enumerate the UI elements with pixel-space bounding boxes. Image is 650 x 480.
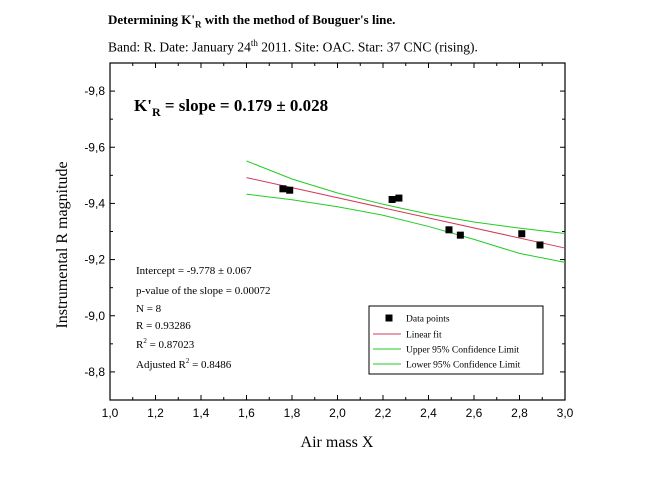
x-tick-label: 2,6	[466, 406, 483, 420]
legend-marker	[385, 314, 393, 322]
y-tick-label: -9,6	[84, 140, 105, 154]
x-tick-label: 1,2	[147, 406, 164, 420]
x-tick-label: 2,2	[375, 406, 392, 420]
data-point	[445, 226, 453, 234]
stat-line: R = 0.93286	[136, 320, 191, 332]
stat-line: Intercept = -9.778 ± 0.067	[136, 265, 252, 277]
lower-95-confidence-limit-line	[246, 193, 566, 263]
x-tick-label: 1,4	[193, 406, 210, 420]
y-tick-label: -9,0	[84, 309, 105, 323]
x-tick-label: 1,8	[284, 406, 301, 420]
x-tick-label: 3,0	[557, 406, 574, 420]
linear-fit-line	[246, 177, 566, 249]
stat-line: R2 = 0.87023	[136, 337, 195, 351]
data-point	[279, 185, 287, 193]
data-point	[286, 186, 294, 194]
legend-label: Upper 95% Confidence Limit	[406, 345, 520, 356]
x-axis-title: Air mass X	[301, 434, 374, 451]
legend: Data points Linear fit Upper 95% Confidenc…	[368, 305, 544, 375]
stat-line: Adjusted R2 = 0.8486	[136, 357, 232, 371]
data-point	[388, 195, 396, 203]
chart-subtitle: Band: R. Date: January 24th 2011. Site: …	[108, 38, 478, 55]
y-tick-label: -8,8	[84, 365, 105, 379]
legend-label: Linear fit	[406, 330, 442, 341]
legend-box	[368, 305, 544, 375]
data-point	[536, 241, 544, 249]
x-tick-label: 1,0	[102, 406, 119, 420]
y-tick-label: -9,4	[84, 196, 105, 210]
y-tick-label: -9,8	[84, 84, 105, 98]
y-tick-label: -9,2	[84, 253, 105, 267]
data-point	[395, 194, 403, 202]
data-point	[456, 231, 464, 239]
x-tick-label: 1,6	[238, 406, 255, 420]
slope-annotation: K'R = slope = 0.179 ± 0.028	[134, 96, 328, 119]
legend-label: Data points	[406, 315, 450, 325]
stat-line: p-value of the slope = 0.00072	[136, 285, 271, 297]
series-layer	[246, 160, 566, 263]
x-tick-label: 2,4	[420, 406, 437, 420]
data-point	[518, 230, 526, 238]
upper-95-confidence-limit-line	[246, 160, 566, 234]
x-tick-label: 2,8	[511, 406, 528, 420]
legend-label: Lower 95% Confidence Limit	[406, 360, 521, 371]
fit-statistics: Intercept = -9.778 ± 0.067 p-value of the…	[136, 265, 271, 371]
x-tick-label: 2,0	[329, 406, 346, 420]
stat-line: N = 8	[136, 303, 162, 315]
y-axis-title: Instrumental R magnitude	[54, 161, 71, 328]
chart-title: Determining K'R with the method of Bougu…	[108, 12, 396, 30]
axis-ticks: 1,0 1,2 1,4 1,6 1,8 2,0 2,2 2,4 2,6 2,8 3,0 -8,8 -9,…	[84, 62, 574, 420]
